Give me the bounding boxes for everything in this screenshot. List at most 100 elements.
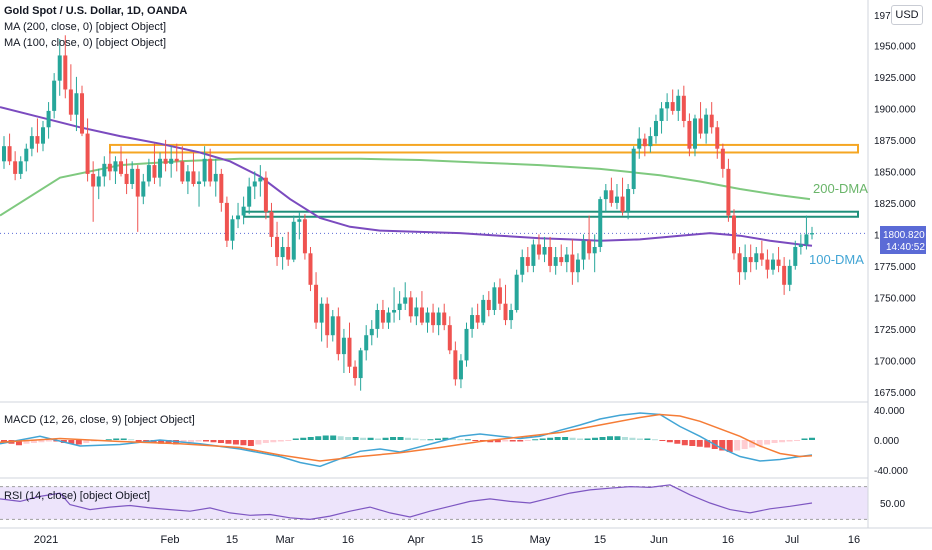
candle — [308, 246, 313, 292]
candle — [347, 322, 352, 374]
price-tick-label: 1975 — [874, 11, 897, 22]
macd-pane — [0, 412, 815, 468]
macd-histogram-bar — [494, 440, 501, 443]
macd-histogram-bar — [681, 440, 688, 446]
macd-histogram-bar — [457, 439, 464, 441]
macd-histogram-bar — [412, 438, 419, 440]
macd-histogram-bar — [128, 439, 135, 441]
candle — [96, 168, 101, 200]
candle-body — [7, 146, 12, 162]
candle-body — [514, 274, 519, 311]
macd-histogram-bar — [434, 438, 441, 440]
candle-body — [720, 148, 725, 169]
candle-body — [68, 89, 73, 115]
price-tick-label: 1725.000 — [874, 325, 916, 336]
candle — [798, 234, 803, 255]
price-tick-label: 1775.000 — [874, 262, 916, 273]
candle-body — [564, 254, 569, 263]
candle — [503, 284, 508, 326]
candle-body — [536, 244, 541, 255]
candle-body — [653, 120, 658, 137]
macd-histogram-bar — [614, 436, 621, 440]
macd-tick-label: -40.000 — [874, 466, 908, 477]
candle — [325, 297, 330, 348]
candle — [425, 307, 430, 333]
candle — [765, 249, 770, 279]
macd-histogram-bar — [262, 440, 269, 443]
macd-histogram-bar — [38, 440, 45, 443]
macd-histogram-bar — [562, 437, 569, 440]
candle — [336, 307, 341, 361]
candle — [782, 257, 787, 295]
candle — [759, 240, 764, 266]
candle-body — [96, 176, 101, 187]
candle-body — [74, 93, 79, 115]
macd-histogram-bar — [270, 440, 277, 443]
candle — [230, 215, 235, 250]
main-legend: Gold Spot / U.S. Dollar, 1D, OANDA MA (2… — [4, 3, 187, 51]
candle-body — [525, 257, 530, 266]
macd-histogram-bar — [547, 437, 554, 440]
candle — [213, 158, 218, 197]
candle-body — [687, 120, 692, 149]
candle-body — [224, 202, 229, 241]
candle-body — [436, 312, 441, 326]
macd-histogram-bar — [330, 435, 337, 440]
candle — [475, 303, 480, 329]
candle — [704, 108, 709, 144]
candle — [492, 282, 497, 316]
candle-body — [704, 114, 709, 134]
candle-body — [631, 148, 636, 190]
candle-body — [575, 259, 580, 273]
macd-histogram-bar — [644, 438, 651, 440]
candle-body — [642, 138, 647, 147]
candle-body — [341, 337, 346, 355]
candle-body — [431, 312, 436, 326]
macd-histogram-bar — [135, 440, 142, 442]
macd-histogram-bar — [45, 440, 52, 442]
candle-body — [810, 233, 814, 235]
candle-body — [447, 325, 452, 351]
candle — [698, 102, 703, 139]
candle-body — [670, 102, 675, 111]
macd-histogram-bar — [285, 440, 292, 441]
support-zone — [243, 210, 859, 218]
candle — [113, 156, 118, 184]
dma200-label: 200-DMA — [813, 181, 868, 196]
macd-histogram-bar — [322, 435, 329, 440]
candle — [776, 246, 781, 273]
candle — [202, 146, 207, 187]
candle-body — [804, 234, 809, 245]
candle — [720, 143, 725, 178]
candle — [191, 152, 196, 187]
rsi-legend: RSI (14, close) [object Object] — [4, 490, 151, 502]
signal-line — [0, 413, 813, 462]
price-tick-label: 1950.000 — [874, 41, 916, 52]
candle-body — [185, 171, 190, 182]
candle-body — [18, 161, 23, 174]
candle — [692, 114, 697, 157]
candle-body — [692, 118, 697, 149]
candle-body — [531, 244, 536, 266]
price-tick-label: 1900.000 — [874, 104, 916, 115]
candle — [197, 171, 202, 207]
candle — [614, 183, 619, 210]
candle — [665, 93, 670, 121]
candle-body — [453, 350, 458, 380]
candle — [620, 177, 625, 216]
macd-histogram-bar — [113, 438, 120, 440]
candle-body — [403, 297, 408, 304]
macd-histogram-bar — [487, 440, 494, 443]
candle — [536, 234, 541, 260]
candle — [358, 347, 363, 391]
candle — [481, 294, 486, 326]
candle — [269, 202, 274, 247]
price-tag: 1800.820 14:40:52 — [880, 226, 926, 254]
macd-histogram-bar — [307, 437, 314, 440]
candle — [130, 161, 135, 190]
currency-button[interactable]: USD — [891, 5, 923, 25]
candle — [380, 299, 385, 329]
candle — [152, 143, 157, 184]
macd-histogram-bar — [502, 440, 509, 442]
